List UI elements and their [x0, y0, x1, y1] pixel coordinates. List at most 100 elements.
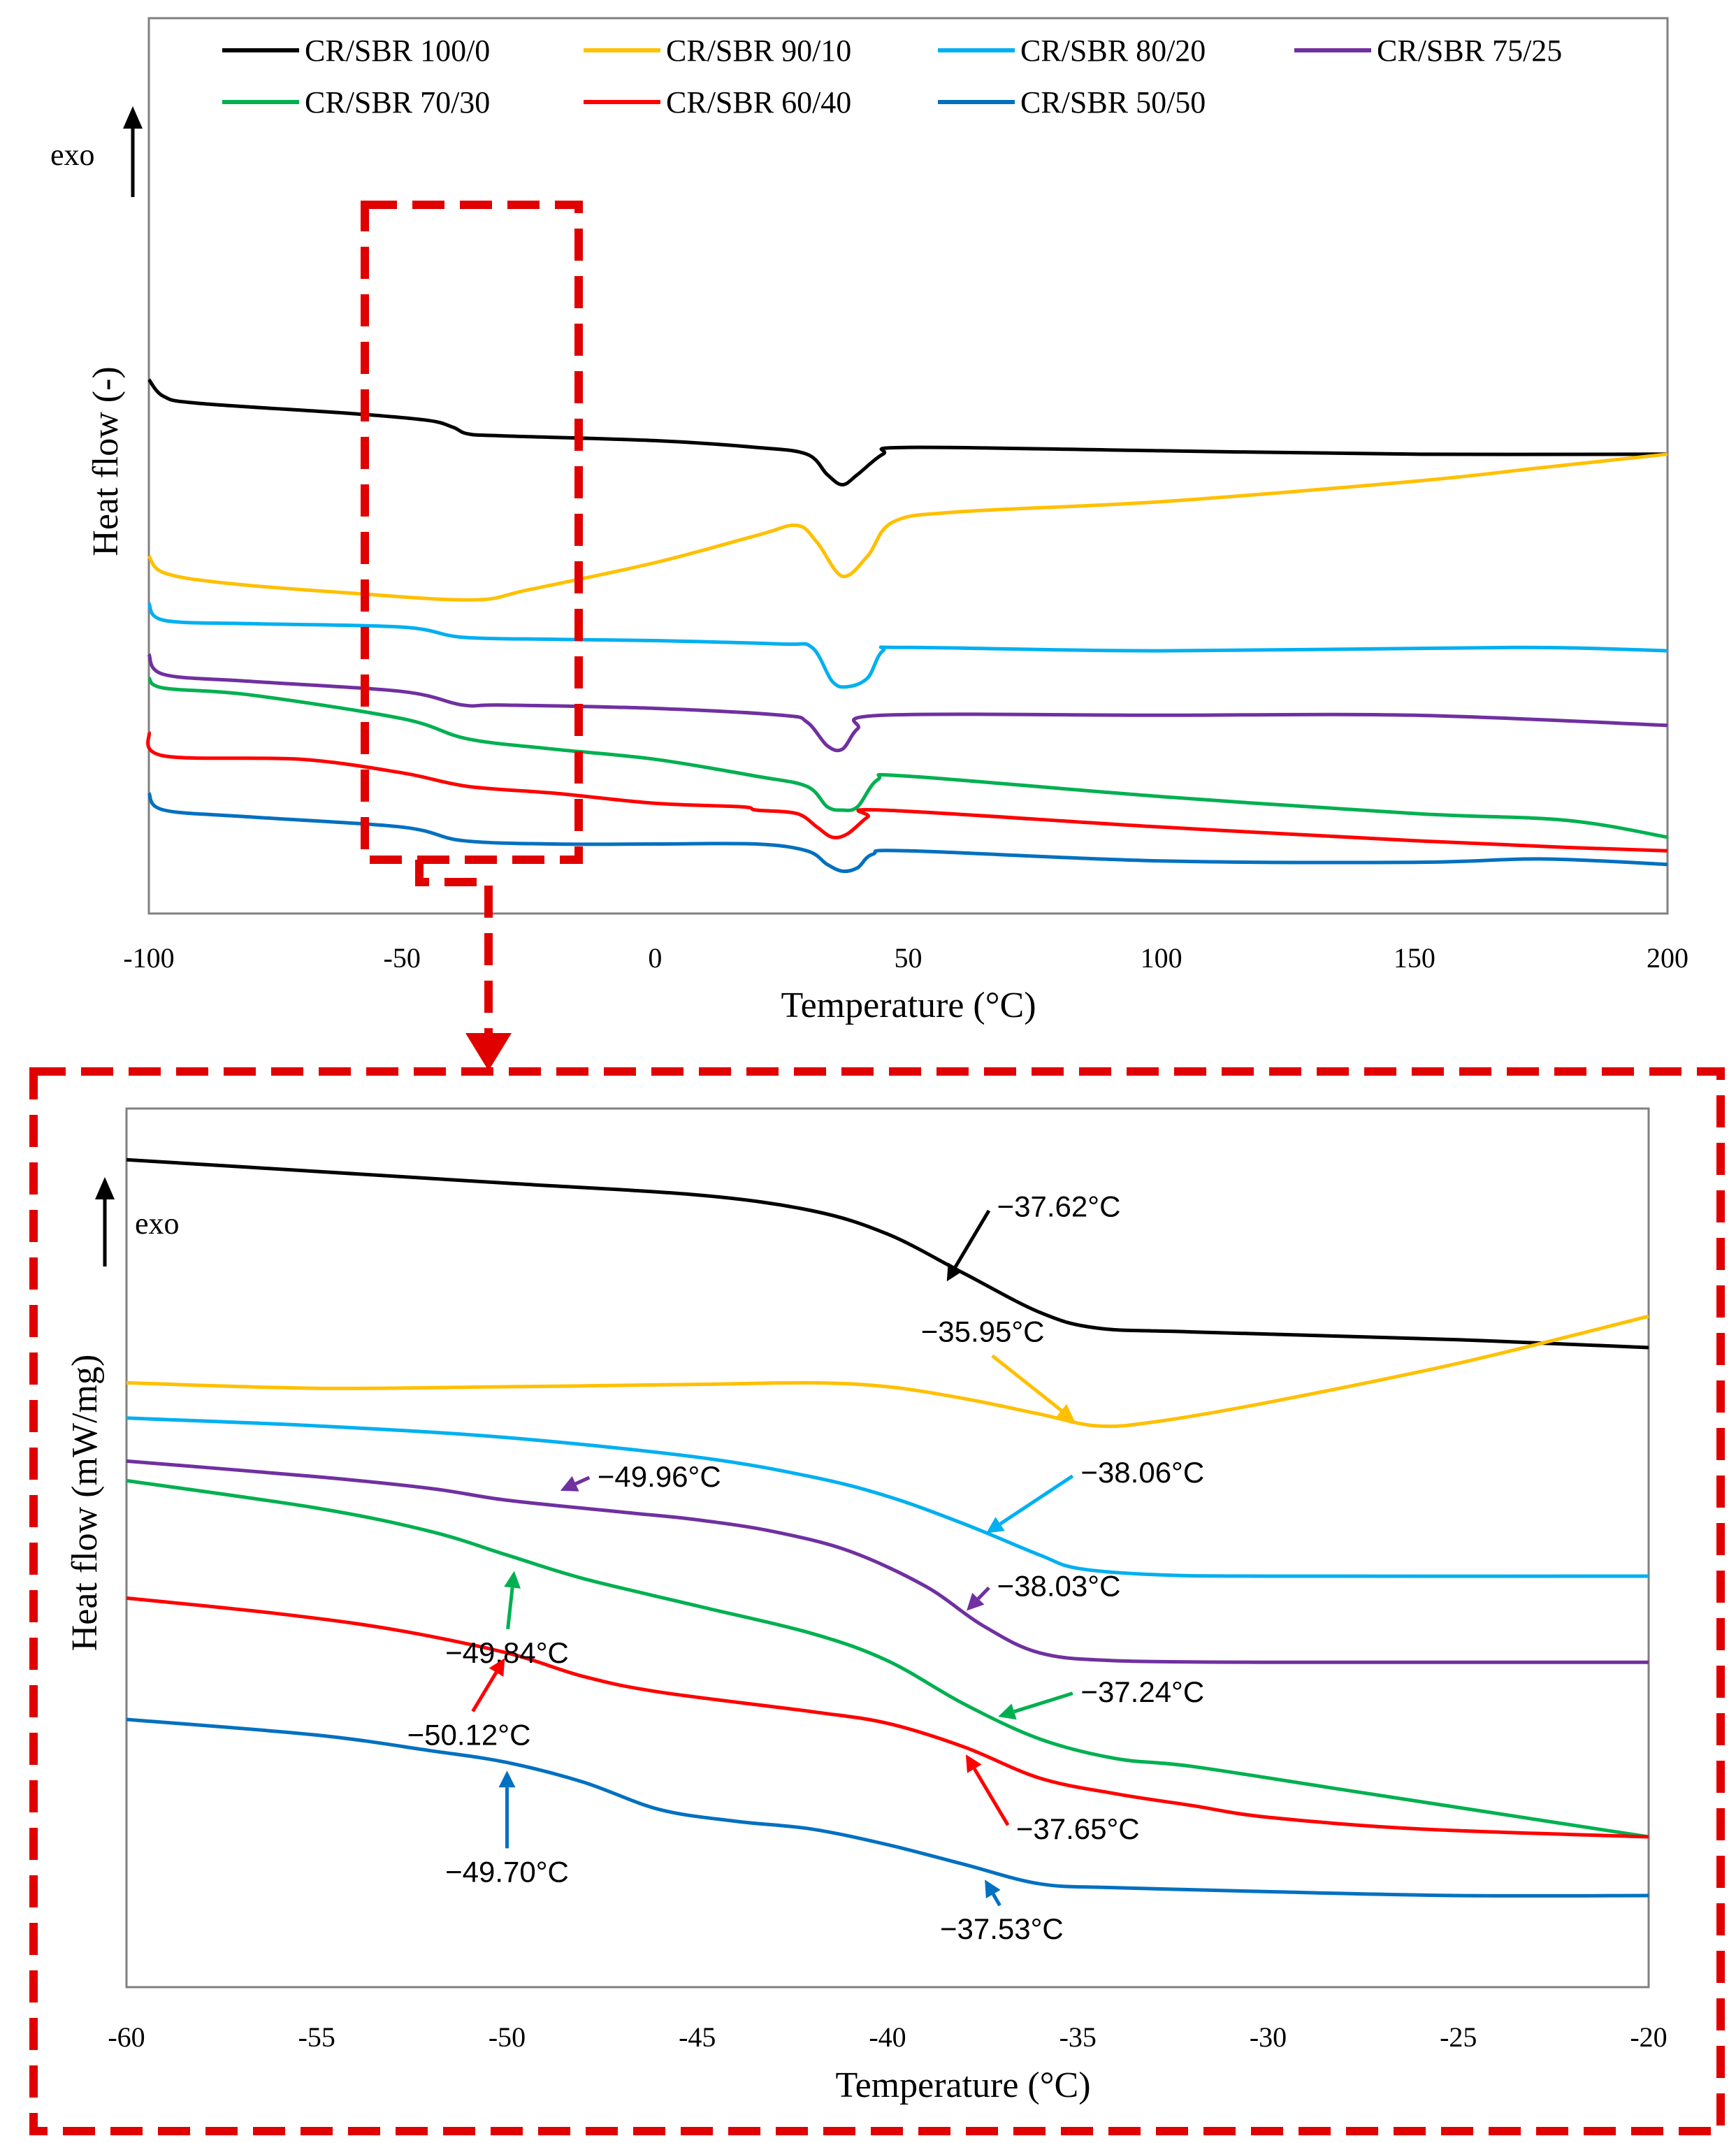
zoomed-series-cr-sbr-60-40	[126, 1596, 1649, 1839]
tg-annotation-label: −38.03°C	[997, 1570, 1121, 1603]
overview-x-axis-label: Temperature (°C)	[781, 986, 1036, 1025]
legend-item-cr-sbr-70-30: CR/SBR 70/30	[222, 85, 490, 120]
legend-label: CR/SBR 100/0	[305, 34, 490, 68]
tg-annotation-6: −37.24°C	[998, 1675, 1204, 1720]
zoom-callout	[29, 201, 1725, 2135]
zoomed-series-cr-sbr-50-50	[126, 1717, 1649, 1898]
tg-annotation-label: −37.62°C	[997, 1190, 1121, 1222]
tg-annotation-arrow-shaft	[999, 1474, 1074, 1526]
legend-item-cr-sbr-90-10: CR/SBR 90/10	[584, 34, 851, 68]
tg-annotation-arrow-head	[489, 1658, 505, 1677]
tg-annotation-7: −50.12°C	[407, 1658, 531, 1751]
tg-annotation-arrow-shaft	[991, 1354, 1063, 1412]
legend-label: CR/SBR 75/25	[1377, 34, 1562, 68]
tg-annotation-arrow-head	[504, 1571, 521, 1589]
zoomed-series-cr-sbr-70-30	[126, 1478, 1649, 1839]
overview-exo-arrow	[123, 106, 143, 197]
tg-annotation-arrow-shaft	[976, 1586, 990, 1601]
tg-annotation-label: −35.95°C	[921, 1315, 1045, 1348]
tg-annotation-arrow-head	[998, 1703, 1017, 1720]
zoom-panel-frame	[29, 1067, 1725, 2135]
zoomed-chart: -60 -55 -50 -45 -40 -35 -30 -25 -20 −37.62°C −35.…	[65, 1107, 1668, 2105]
zoomed-x-tick-3: -45	[679, 2021, 716, 2053]
legend-label: CR/SBR 70/30	[305, 85, 490, 120]
legend-item-cr-sbr-80-20: CR/SBR 80/20	[938, 34, 1206, 68]
overview-y-axis-label: Heat flow (-)	[86, 366, 126, 556]
zoomed-x-tick-0: -60	[108, 2021, 145, 2053]
zoomed-exo-arrow	[95, 1177, 115, 1267]
overview-x-tick-6: 200	[1647, 942, 1688, 974]
legend-item-cr-sbr-75-25: CR/SBR 75/25	[1294, 34, 1562, 68]
tg-annotation-0: −37.62°C	[946, 1190, 1121, 1282]
legend-label: CR/SBR 60/40	[666, 85, 851, 120]
zoomed-x-tick-5: -35	[1059, 2021, 1097, 2053]
zoomed-x-tick-4: -40	[869, 2021, 906, 2053]
tg-annotation-arrow-shaft	[471, 1671, 498, 1712]
overview-x-tick-5: 150	[1394, 942, 1435, 974]
tg-annotation-arrow-head	[946, 1262, 963, 1282]
overview-series-cr-sbr-80-20	[147, 602, 1668, 689]
tg-annotation-label: −37.24°C	[1080, 1675, 1204, 1708]
overview-series-cr-sbr-60-40	[146, 731, 1668, 853]
tg-annotation-1: −35.95°C	[921, 1315, 1075, 1421]
tg-annotation-4: −38.03°C	[967, 1570, 1120, 1611]
overview-series-cr-sbr-70-30	[147, 676, 1668, 839]
zoomed-x-ticks: -60 -55 -50 -45 -40 -35 -30 -25 -20	[108, 2021, 1667, 2053]
zoomed-series	[126, 1157, 1649, 1898]
legend-label: CR/SBR 80/20	[1020, 34, 1206, 68]
overview-x-tick-0: -100	[123, 942, 174, 974]
legend-label: CR/SBR 50/50	[1020, 85, 1206, 120]
zoomed-x-tick-8: -20	[1630, 2021, 1667, 2053]
overview-x-tick-1: -50	[384, 942, 421, 974]
tg-annotation-arrow-head	[986, 1517, 1005, 1534]
tg-annotation-arrow-head	[965, 1754, 982, 1773]
legend-item-cr-sbr-50-50: CR/SBR 50/50	[938, 85, 1206, 120]
zoomed-x-tick-6: -30	[1250, 2021, 1287, 2053]
zoom-connector	[415, 860, 493, 1041]
tg-annotation-arrow-head	[1056, 1404, 1075, 1421]
overview-exo-label: exo	[50, 138, 95, 172]
zoomed-plot-area	[125, 1107, 1650, 1989]
zoomed-series-cr-sbr-80-20	[126, 1416, 1649, 1578]
overview-plot-area	[147, 17, 1669, 915]
overview-x-tick-3: 50	[895, 942, 923, 974]
tg-annotation-arrow-head	[498, 1770, 516, 1788]
tg-annotation-arrow-head	[985, 1879, 1001, 1898]
overview-series-cr-sbr-75-25	[147, 653, 1668, 753]
zoomed-series-cr-sbr-90-10	[126, 1314, 1649, 1429]
tg-annotation-arrow-shaft	[992, 1893, 1001, 1907]
legend-label: CR/SBR 90/10	[666, 34, 851, 68]
tg-annotation-label: −38.06°C	[1080, 1456, 1204, 1489]
zoomed-x-tick-1: -55	[298, 2021, 335, 2053]
tg-annotation-8: −37.65°C	[965, 1754, 1140, 1845]
tg-annotation-3: −49.96°C	[560, 1460, 721, 1493]
tg-annotation-label: −49,84°C	[445, 1636, 569, 1669]
overview-series-cr-sbr-90-10	[147, 452, 1668, 602]
tg-annotation-label: −49.70°C	[445, 1855, 569, 1888]
tg-annotation-arrow-head	[560, 1475, 579, 1492]
legend-item-cr-sbr-60-40: CR/SBR 60/40	[584, 85, 851, 120]
tg-annotation-2: −38.06°C	[986, 1456, 1204, 1534]
zoomed-series-cr-sbr-100-0	[126, 1157, 1649, 1350]
tg-annotation-label: −49.96°C	[598, 1460, 721, 1493]
tg-annotation-arrow-head	[967, 1592, 985, 1611]
tg-annotation-5: −49,84°C	[445, 1571, 569, 1669]
tg-annotation-arrow-shaft	[973, 1768, 1010, 1826]
tg-annotation-label: −50.12°C	[407, 1718, 531, 1751]
tg-annotation-arrow-shaft	[506, 1587, 514, 1630]
tg-annotation-arrow-shaft	[1013, 1691, 1073, 1714]
zoomed-exo-label: exo	[135, 1206, 180, 1241]
zoomed-x-tick-7: -25	[1440, 2021, 1477, 2053]
zoomed-annotations: −37.62°C −35.95°C −38.06°C −49.96°C −38.03°C…	[407, 1190, 1205, 1945]
tg-annotation-9: −49.70°C	[445, 1770, 569, 1888]
overview-legend: CR/SBR 100/0 CR/SBR 90/10 CR/SBR 80/20 CR/S…	[222, 34, 1562, 120]
overview-x-tick-4: 100	[1141, 942, 1182, 974]
zoom-connector-arrowhead	[465, 1033, 512, 1071]
tg-annotation-label: −37.65°C	[1016, 1812, 1140, 1845]
overview-series-cr-sbr-50-50	[147, 792, 1668, 874]
tg-annotation-10: −37.53°C	[940, 1879, 1064, 1945]
overview-chart: CR/SBR 100/0 CR/SBR 90/10 CR/SBR 80/20 CR/S…	[50, 17, 1688, 1025]
zoomed-x-axis-label: Temperature (°C)	[835, 2065, 1090, 2105]
legend-item-cr-sbr-100-0: CR/SBR 100/0	[222, 34, 490, 68]
